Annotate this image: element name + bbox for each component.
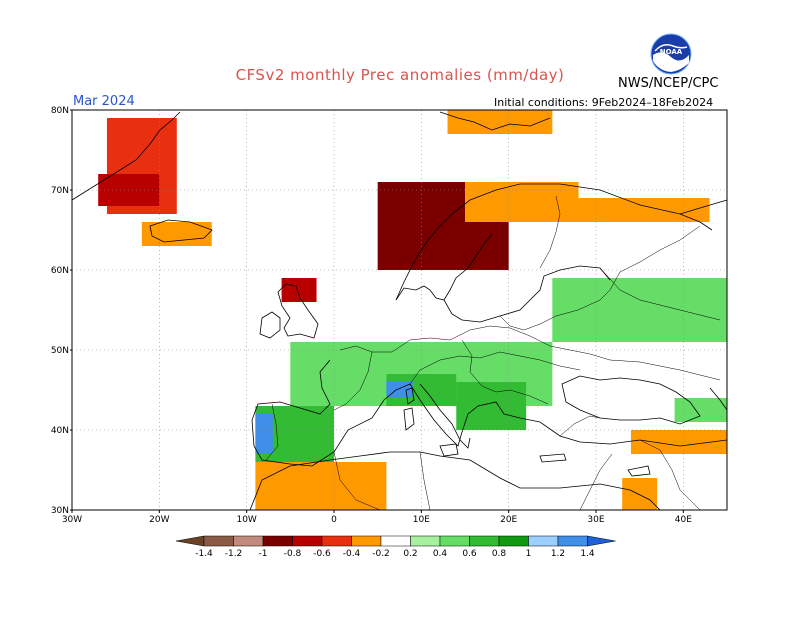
colorbar-segment — [498, 535, 529, 547]
colorbar-segment — [262, 535, 293, 547]
colorbar-label: -1.2 — [225, 549, 243, 559]
coastline-corsica — [405, 387, 415, 405]
colorbar-label: 1.4 — [580, 549, 595, 559]
forecast-month: Mar 2024 — [73, 94, 135, 109]
anomaly-region — [281, 278, 317, 302]
colorbar-segment — [528, 535, 559, 547]
initial-conditions: Initial conditions: 9Feb2024–18Feb2024 — [494, 96, 714, 109]
lon-tick-label: 10W — [236, 515, 256, 525]
colorbar-label: -0.2 — [372, 549, 390, 559]
colorbar-segment — [351, 535, 382, 547]
coastline-italy — [419, 383, 471, 449]
lon-tick-label: 0 — [331, 515, 337, 525]
map-frame — [71, 109, 728, 511]
lon-tick-label: 20E — [500, 515, 517, 525]
colorbar-label: 0.8 — [492, 549, 507, 559]
coastline-baltic — [443, 265, 611, 323]
colorbar-label: 0.4 — [433, 549, 448, 559]
logo-text: NOAA — [660, 48, 683, 56]
colorbar-label: -1 — [259, 549, 268, 559]
lat-tick-label: 30N — [51, 506, 69, 516]
colorbar-segment — [469, 535, 500, 547]
colorbar-label: 1.2 — [551, 549, 565, 559]
anomaly-region — [622, 478, 658, 510]
lon-tick-label: 30E — [587, 515, 604, 525]
lon-tick-label: 10E — [413, 515, 430, 525]
coastline-great-britain — [277, 283, 319, 339]
anomaly-region — [447, 110, 553, 134]
colorbar-label: 0.6 — [462, 549, 477, 559]
lat-tick-label: 70N — [51, 186, 69, 196]
anomaly-region — [674, 398, 727, 422]
anomaly-region — [255, 414, 273, 454]
colorbar-label: -0.4 — [343, 549, 361, 559]
coastline-cyprus — [627, 465, 651, 477]
coastline-greenland — [71, 111, 181, 201]
anomaly-region — [569, 198, 710, 222]
lon-tick-label: 40E — [675, 515, 692, 525]
colorbar-label: -0.6 — [313, 549, 331, 559]
anomaly-region — [255, 462, 387, 510]
colorbar-segment — [557, 535, 588, 547]
colorbar-arrow-right — [587, 535, 616, 547]
colorbar-label: 0.2 — [403, 549, 417, 559]
colorbar-segment — [203, 535, 234, 547]
lat-tick-label: 50N — [51, 346, 69, 356]
lon-tick-label: 20W — [149, 515, 169, 525]
agency-label: NWS/NCEP/CPC — [618, 76, 719, 91]
noaa-logo-icon: NOAA — [650, 33, 692, 75]
coastline-novaya — [679, 213, 713, 231]
anomaly-region — [552, 278, 727, 342]
colorbar-label: 1 — [526, 549, 532, 559]
lon-tick-label: 30W — [62, 515, 82, 525]
coastline-sicily — [439, 443, 459, 457]
coastline-sardinia — [403, 407, 415, 431]
colorbar-segment — [410, 535, 441, 547]
coastline-caspian — [709, 387, 728, 411]
anomaly-region — [456, 382, 527, 430]
colorbar-segment — [380, 535, 411, 547]
colorbar-label: -1.4 — [195, 549, 213, 559]
coastline-crete — [539, 453, 567, 463]
lat-tick-label: 80N — [51, 106, 69, 116]
coastline-ireland — [259, 311, 281, 339]
chart-title: CFSv2 monthly Prec anomalies (mm/day) — [235, 66, 565, 84]
lat-tick-label: 60N — [51, 266, 69, 276]
anomaly-region — [465, 182, 579, 222]
lat-tick-label: 40N — [51, 426, 69, 436]
graticule — [72, 110, 727, 510]
country-borders — [265, 195, 721, 511]
colorbar-segment — [233, 535, 264, 547]
colorbar-segment — [292, 535, 323, 547]
colorbar-label: -0.8 — [284, 549, 302, 559]
colorbar-segment — [321, 535, 352, 547]
coastline-north-africa — [249, 451, 661, 511]
coastline-svalbard — [439, 111, 551, 131]
colorbar-arrow-left — [175, 535, 205, 547]
coastline-europe — [395, 183, 728, 301]
colorbar: -1.4 -1.2 -1 -0.8 -0.6 -0.4 -0.2 0.2 0.4 0.6 0.8 1 1… — [175, 535, 616, 559]
colorbar-segment — [439, 535, 470, 547]
coastline-iceland — [149, 219, 213, 243]
coastline-black-sea — [561, 375, 701, 425]
